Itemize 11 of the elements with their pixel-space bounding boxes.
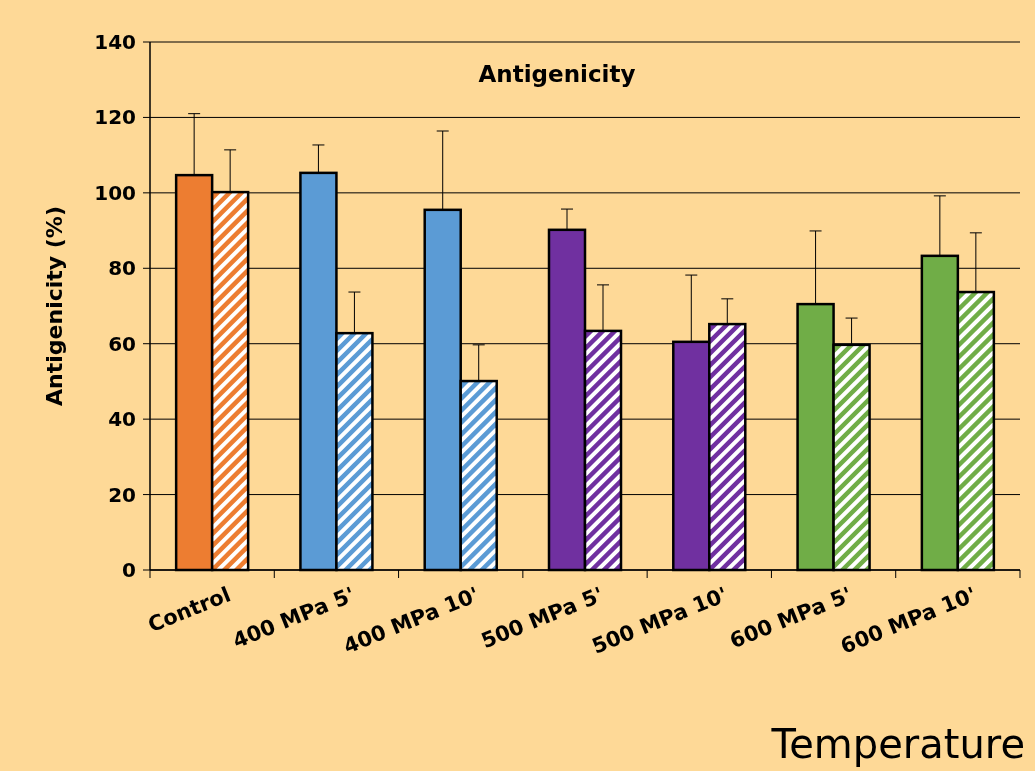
text: Temperature (770, 721, 1025, 767)
y-tick-label: 40 (108, 407, 136, 432)
y-tick-label: 120 (94, 105, 136, 130)
text: Antigenicity (478, 61, 636, 87)
y-tick-label: 0 (122, 558, 136, 582)
y-tick-label: 80 (108, 256, 136, 281)
y-tick-label: 140 (94, 30, 136, 54)
y-tick-label: 100 (94, 180, 136, 205)
y-axis-title: Antigenicity (%) (42, 206, 67, 406)
y-tick-label: 60 (108, 331, 136, 356)
y-tick-label: 20 (108, 482, 136, 507)
